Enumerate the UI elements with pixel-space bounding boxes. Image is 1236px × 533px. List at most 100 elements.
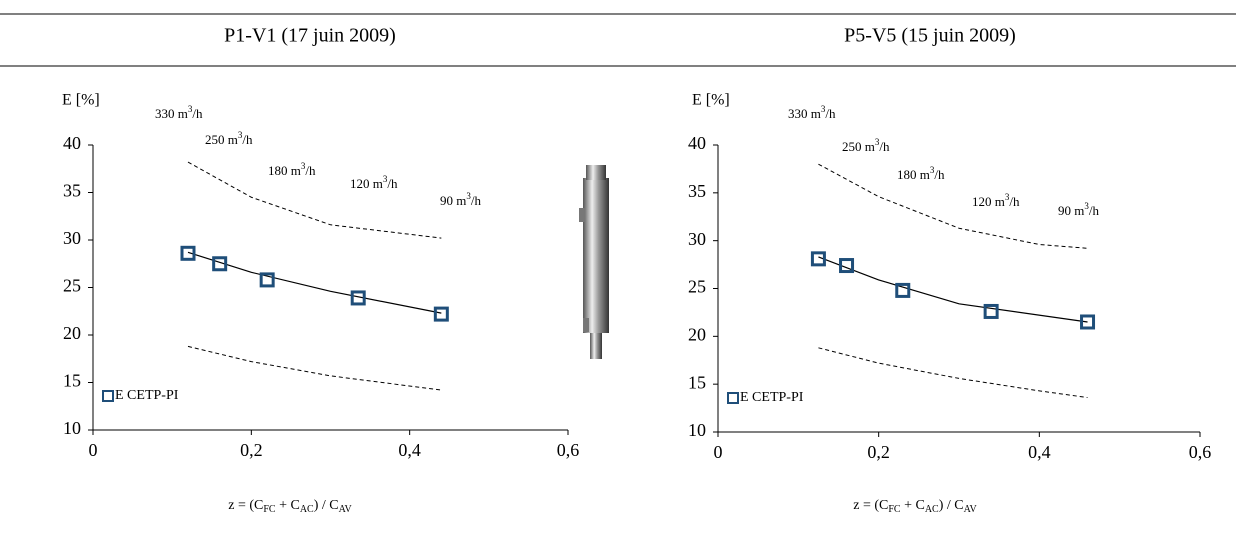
flow-annotation: 180 m3/h bbox=[268, 161, 316, 178]
x-tick-label: 0,4 bbox=[398, 440, 421, 460]
x-tick-label: 0,2 bbox=[240, 440, 263, 460]
marker bbox=[433, 306, 449, 322]
x-tick-label: 0,2 bbox=[867, 442, 890, 462]
flow-annotation: 180 m3/h bbox=[897, 165, 945, 182]
y-tick-label: 40 bbox=[688, 133, 706, 153]
flow-annotation: 120 m3/h bbox=[350, 174, 398, 191]
marker bbox=[839, 258, 855, 274]
x-axis-label: z = (CFC + CAC) / CAV bbox=[228, 498, 352, 515]
x-tick-label: 0,6 bbox=[557, 440, 580, 460]
flow-annotation-part: /h bbox=[305, 163, 316, 178]
x-axis-label-part: z = (C bbox=[853, 498, 888, 513]
x-tick-label: 0,4 bbox=[1028, 442, 1051, 462]
x-axis-label-part: + C bbox=[901, 498, 925, 513]
flow-annotation-part: 3 bbox=[930, 165, 935, 175]
x-axis-label-part: ) / C bbox=[314, 498, 339, 513]
flow-annotation: 90 m3/h bbox=[440, 191, 481, 208]
chart-title: P5-V5 (15 juin 2009) bbox=[844, 25, 1016, 47]
bound-line bbox=[187, 345, 442, 391]
bound-line bbox=[818, 163, 1088, 249]
y-tick-label: 25 bbox=[63, 276, 81, 296]
flow-annotation-part: 3 bbox=[301, 161, 306, 171]
flow-annotation-part: 180 m bbox=[897, 167, 930, 182]
x-axis-label-part: AC bbox=[300, 504, 314, 515]
y-tick-label: 35 bbox=[688, 181, 706, 201]
flow-annotation: 120 m3/h bbox=[972, 192, 1020, 209]
flow-annotation: 90 m3/h bbox=[1058, 201, 1099, 218]
x-axis-label-part: FC bbox=[888, 504, 901, 515]
legend-marker bbox=[727, 392, 739, 404]
bound-line bbox=[818, 347, 1088, 399]
marker bbox=[259, 272, 275, 288]
flow-annotation-part: 250 m bbox=[205, 132, 238, 147]
y-tick-label: 15 bbox=[688, 372, 706, 392]
flow-annotation-part: 180 m bbox=[268, 163, 301, 178]
flow-annotation-part: 330 m bbox=[788, 106, 821, 121]
flow-annotation-part: /h bbox=[387, 176, 398, 191]
x-axis-label-part: ) / C bbox=[939, 498, 964, 513]
x-tick-label: 0 bbox=[89, 440, 98, 460]
flow-annotation-part: /h bbox=[1009, 194, 1020, 209]
marker bbox=[350, 290, 366, 306]
y-tick-label: 15 bbox=[63, 371, 81, 391]
flow-annotation: 330 m3/h bbox=[155, 104, 203, 121]
flow-annotation: 250 m3/h bbox=[842, 137, 890, 154]
flow-annotation-part: /h bbox=[934, 167, 945, 182]
y-tick-label: 20 bbox=[688, 324, 706, 344]
flow-annotation-part: /h bbox=[242, 132, 253, 147]
chart-title: P1-V1 (17 juin 2009) bbox=[224, 25, 396, 47]
y-tick-label: 10 bbox=[63, 418, 81, 438]
flow-annotation-part: /h bbox=[879, 139, 890, 154]
marker bbox=[895, 282, 911, 298]
flow-annotation-part: 90 m bbox=[1058, 203, 1084, 218]
x-axis-label: z = (CFC + CAC) / CAV bbox=[853, 498, 977, 515]
flow-annotation-part: 3 bbox=[821, 104, 826, 114]
flow-annotation-part: /h bbox=[471, 193, 482, 208]
y-axis-label: E [%] bbox=[692, 92, 730, 109]
bound-line bbox=[187, 161, 442, 239]
legend-label: E CETP-PI bbox=[115, 388, 179, 403]
flow-annotation-part: /h bbox=[825, 106, 836, 121]
x-axis-label-part: AV bbox=[339, 504, 353, 515]
x-axis-label-part: AV bbox=[964, 504, 978, 515]
y-tick-label: 25 bbox=[688, 277, 706, 297]
flow-annotation-part: 3 bbox=[1005, 192, 1010, 202]
y-tick-label: 10 bbox=[688, 420, 706, 440]
y-tick-label: 30 bbox=[688, 229, 706, 249]
legend-marker bbox=[102, 390, 114, 402]
y-tick-label: 35 bbox=[63, 181, 81, 201]
flow-annotation: 330 m3/h bbox=[788, 104, 836, 121]
flow-annotation-part: 330 m bbox=[155, 106, 188, 121]
flow-annotation-part: 120 m bbox=[350, 176, 383, 191]
marker bbox=[810, 251, 826, 267]
flow-annotation-part: 3 bbox=[875, 137, 880, 147]
x-axis-label-part: FC bbox=[263, 504, 276, 515]
flow-annotation: 250 m3/h bbox=[205, 130, 253, 147]
flow-annotation-part: 3 bbox=[1084, 201, 1089, 211]
marker bbox=[212, 256, 228, 272]
x-axis-label-part: z = (C bbox=[228, 498, 263, 513]
marker bbox=[983, 303, 999, 319]
flow-annotation-part: 3 bbox=[188, 104, 193, 114]
y-tick-label: 30 bbox=[63, 228, 81, 248]
x-axis-label-part: + C bbox=[276, 498, 300, 513]
trend-line bbox=[818, 256, 1088, 323]
flow-annotation-part: 3 bbox=[238, 130, 243, 140]
flow-annotation-part: 3 bbox=[466, 191, 471, 201]
flow-annotation-part: 120 m bbox=[972, 194, 1005, 209]
x-tick-label: 0,6 bbox=[1189, 442, 1212, 462]
y-axis-label: E [%] bbox=[62, 92, 100, 109]
y-tick-label: 20 bbox=[63, 323, 81, 343]
marker bbox=[1080, 314, 1096, 330]
flow-annotation-part: 3 bbox=[383, 174, 388, 184]
x-axis-label-part: AC bbox=[925, 504, 939, 515]
flow-annotation-part: /h bbox=[1089, 203, 1100, 218]
flow-annotation-part: 90 m bbox=[440, 193, 466, 208]
marker bbox=[180, 245, 196, 261]
flow-annotation-part: 250 m bbox=[842, 139, 875, 154]
filter-photo bbox=[579, 165, 609, 359]
y-tick-label: 40 bbox=[63, 133, 81, 153]
x-tick-label: 0 bbox=[714, 442, 723, 462]
legend-label: E CETP-PI bbox=[740, 390, 804, 405]
